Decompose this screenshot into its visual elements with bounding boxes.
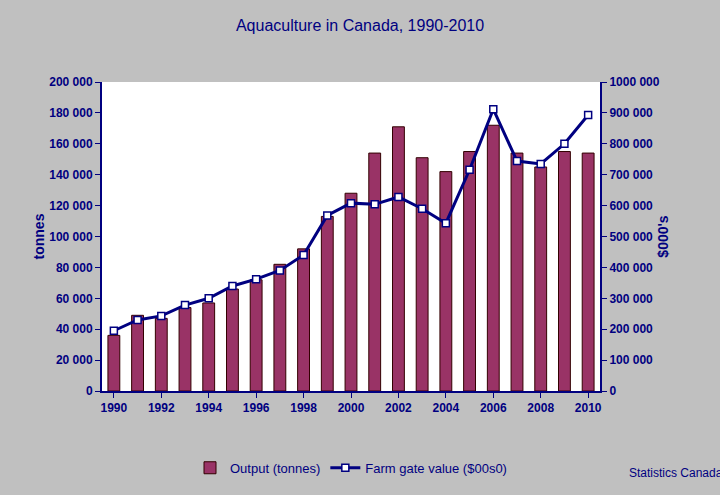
svg-text:180 000: 180 000	[49, 106, 93, 120]
svg-text:0: 0	[609, 384, 616, 398]
svg-text:1990: 1990	[101, 401, 128, 415]
svg-text:900 000: 900 000	[609, 106, 653, 120]
svg-text:1998: 1998	[290, 401, 317, 415]
svg-text:200 000: 200 000	[49, 75, 93, 89]
svg-text:Statistics Canada: Statistics Canada	[629, 466, 720, 480]
svg-text:40 000: 40 000	[56, 322, 93, 336]
svg-text:600 000: 600 000	[609, 199, 653, 213]
svg-text:2010: 2010	[575, 401, 602, 415]
svg-text:1992: 1992	[148, 401, 175, 415]
svg-text:$000's: $000's	[655, 215, 671, 257]
svg-text:0: 0	[86, 384, 93, 398]
svg-text:200 000: 200 000	[609, 322, 653, 336]
svg-text:500 000: 500 000	[609, 230, 653, 244]
svg-text:20 000: 20 000	[56, 353, 93, 367]
svg-text:1996: 1996	[243, 401, 270, 415]
svg-text:1994: 1994	[195, 401, 222, 415]
svg-text:160 000: 160 000	[49, 137, 93, 151]
svg-text:2002: 2002	[385, 401, 412, 415]
svg-text:300 000: 300 000	[609, 292, 653, 306]
svg-text:2008: 2008	[527, 401, 554, 415]
svg-text:140 000: 140 000	[49, 168, 93, 182]
svg-text:2006: 2006	[480, 401, 507, 415]
svg-text:100 000: 100 000	[609, 353, 653, 367]
svg-text:2000: 2000	[338, 401, 365, 415]
svg-text:80 000: 80 000	[56, 261, 93, 275]
svg-text:1000 000: 1000 000	[609, 75, 659, 89]
svg-text:Output (tonnes): Output (tonnes)	[230, 461, 320, 476]
svg-text:Farm gate value ($00s0): Farm gate value ($00s0)	[365, 461, 507, 476]
svg-text:2004: 2004	[433, 401, 460, 415]
svg-text:700 000: 700 000	[609, 168, 653, 182]
svg-text:120 000: 120 000	[49, 199, 93, 213]
svg-text:Aquaculture in Canada, 1990-20: Aquaculture in Canada, 1990-2010	[236, 17, 484, 34]
svg-text:tonnes: tonnes	[31, 213, 47, 259]
svg-text:100 000: 100 000	[49, 230, 93, 244]
svg-text:800 000: 800 000	[609, 137, 653, 151]
svg-text:400 000: 400 000	[609, 261, 653, 275]
svg-text:60 000: 60 000	[56, 292, 93, 306]
